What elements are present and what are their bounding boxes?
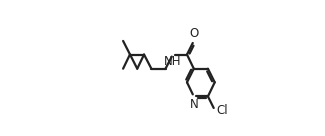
Text: O: O bbox=[189, 27, 199, 40]
Text: N: N bbox=[189, 98, 198, 111]
Text: NH: NH bbox=[164, 55, 182, 68]
Text: Cl: Cl bbox=[216, 103, 227, 117]
